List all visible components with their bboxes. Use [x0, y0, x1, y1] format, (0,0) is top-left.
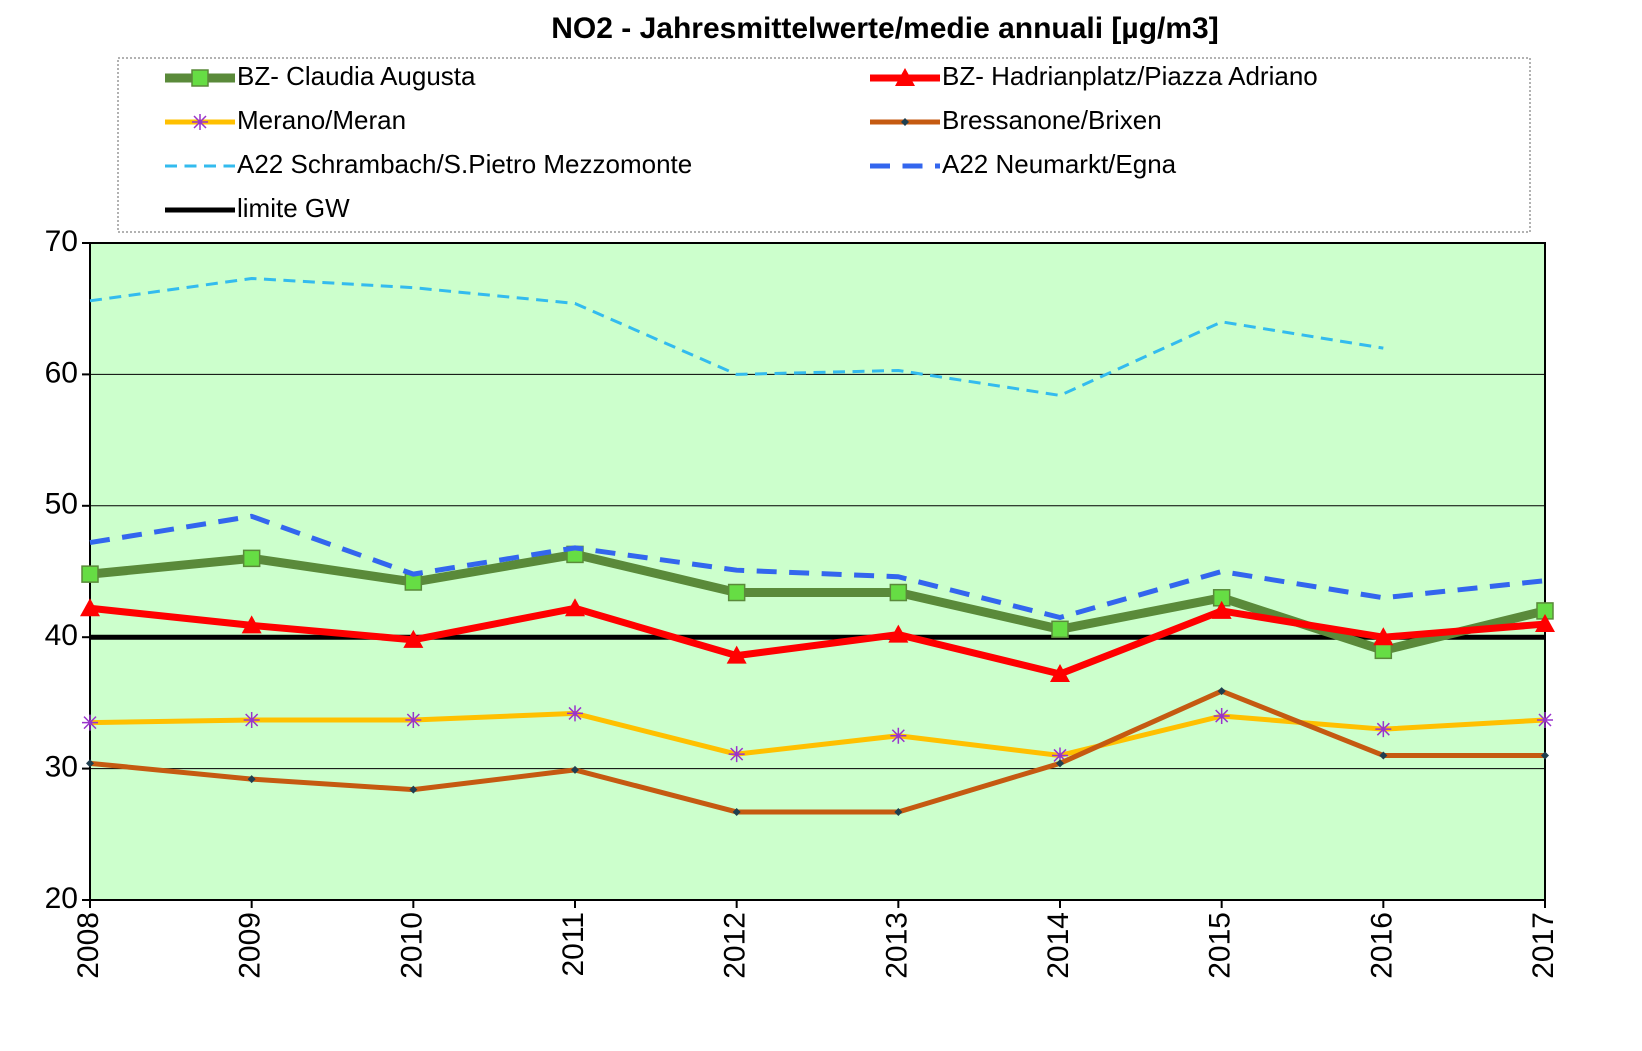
y-tick-label: 60 [45, 356, 78, 389]
marker [1211, 600, 1232, 619]
marker [241, 615, 262, 634]
x-tick-label: 2014 [1042, 912, 1075, 979]
series-line [89, 604, 1546, 678]
y-tick-label: 40 [45, 619, 78, 652]
marker [243, 711, 260, 728]
marker [80, 598, 100, 617]
x-tick-label: 2009 [234, 912, 267, 979]
marker [894, 807, 903, 816]
legend-box [117, 57, 1531, 233]
legend-label: Merano/Meran [237, 105, 406, 135]
marker [403, 629, 424, 648]
y-tick-label: 70 [45, 225, 78, 258]
chart-title: NO2 - Jahresmittelwerte/medie annuali [µ… [551, 12, 1218, 45]
marker [247, 775, 256, 784]
legend-label: BZ- Claudia Augusta [237, 61, 476, 91]
marker [732, 807, 741, 816]
plot-area [90, 243, 1545, 900]
series [89, 276, 1384, 397]
x-tick-label: 2012 [719, 912, 752, 979]
marker [726, 645, 747, 664]
x-tick-label: 2017 [1527, 912, 1560, 979]
x-tick-label: 2016 [1365, 912, 1398, 979]
marker [565, 598, 585, 617]
marker [1056, 759, 1064, 768]
marker [1373, 627, 1394, 646]
marker [405, 711, 422, 728]
marker [81, 565, 99, 583]
x-tick-label: 2010 [395, 912, 428, 979]
marker [901, 118, 909, 126]
series [80, 598, 1555, 682]
marker [890, 727, 907, 744]
marker [82, 714, 98, 731]
legend-label: Bressanone/Brixen [942, 105, 1162, 135]
marker [1541, 751, 1549, 760]
marker [895, 68, 915, 86]
marker [1379, 751, 1388, 760]
marker [889, 583, 908, 602]
series [86, 687, 1549, 816]
series-line [89, 276, 1384, 397]
x-tick-label: 2008 [72, 912, 105, 979]
marker [567, 705, 583, 722]
x-tick-label: 2013 [880, 912, 913, 979]
marker [571, 765, 579, 774]
marker [1217, 687, 1226, 696]
marker [1051, 620, 1069, 639]
series-line [89, 688, 1545, 815]
marker [888, 624, 909, 643]
x-tick-label: 2015 [1204, 912, 1237, 979]
marker [727, 583, 746, 602]
marker [1537, 711, 1553, 728]
marker [192, 114, 208, 130]
y-tick-label: 50 [45, 488, 78, 521]
marker [1052, 747, 1068, 764]
legend-label: A22 Schrambach/S.Pietro Mezzomonte [237, 149, 692, 179]
marker [1050, 663, 1070, 682]
marker [1535, 614, 1555, 633]
legend-label: A22 Neumarkt/Egna [942, 149, 1177, 179]
x-tick-label: 2011 [557, 912, 590, 977]
marker [242, 549, 261, 568]
marker [409, 785, 418, 794]
marker [1213, 708, 1230, 725]
marker [1375, 721, 1392, 738]
legend-label: limite GW [237, 193, 350, 223]
series-line [89, 513, 1546, 620]
y-tick-label: 30 [45, 751, 78, 784]
marker [191, 69, 209, 87]
series [89, 513, 1546, 620]
y-tick-label: 20 [45, 882, 78, 915]
marker [728, 746, 745, 763]
legend-label: BZ- Hadrianplatz/Piazza Adriano [942, 61, 1318, 91]
marker [86, 759, 94, 768]
